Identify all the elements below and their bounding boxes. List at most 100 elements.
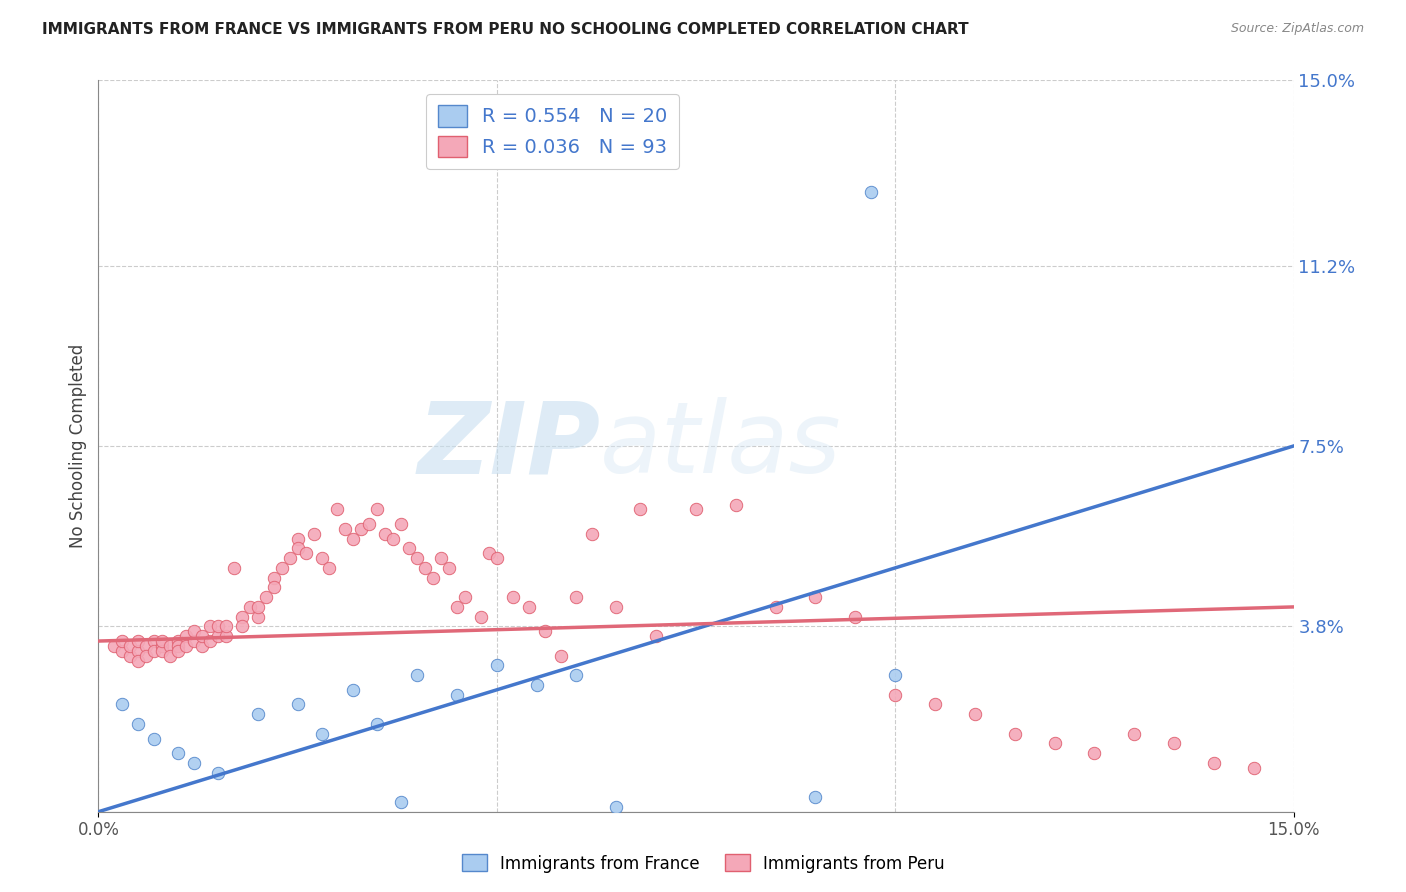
Point	[159, 639, 181, 653]
Legend: R = 0.554   N = 20, R = 0.036   N = 93: R = 0.554 N = 20, R = 0.036 N = 93	[426, 94, 679, 169]
Point	[120, 639, 142, 653]
Point	[1123, 727, 1146, 741]
Point	[143, 644, 166, 658]
Point	[159, 648, 181, 663]
Point	[526, 678, 548, 692]
Point	[413, 561, 436, 575]
Point	[374, 526, 396, 541]
Text: Source: ZipAtlas.com: Source: ZipAtlas.com	[1230, 22, 1364, 36]
Point	[605, 599, 627, 614]
Point	[1202, 756, 1225, 770]
Point	[183, 624, 205, 639]
Point	[270, 561, 292, 575]
Text: ZIP: ZIP	[418, 398, 600, 494]
Point	[844, 609, 866, 624]
Point	[150, 634, 173, 648]
Point	[430, 551, 453, 566]
Point	[287, 532, 309, 546]
Point	[311, 727, 333, 741]
Point	[127, 654, 149, 668]
Point	[294, 546, 316, 560]
Point	[1083, 746, 1105, 760]
Point	[454, 590, 477, 604]
Point	[446, 688, 468, 702]
Point	[485, 551, 508, 566]
Text: IMMIGRANTS FROM FRANCE VS IMMIGRANTS FROM PERU NO SCHOOLING COMPLETED CORRELATIO: IMMIGRANTS FROM FRANCE VS IMMIGRANTS FRO…	[42, 22, 969, 37]
Point	[135, 639, 157, 653]
Point	[111, 644, 134, 658]
Point	[302, 526, 325, 541]
Point	[167, 639, 190, 653]
Point	[724, 498, 747, 512]
Point	[215, 629, 238, 643]
Point	[485, 658, 508, 673]
Point	[103, 639, 125, 653]
Point	[231, 619, 253, 633]
Point	[350, 522, 373, 536]
Point	[246, 707, 269, 722]
Point	[963, 707, 986, 722]
Point	[765, 599, 787, 614]
Point	[222, 561, 245, 575]
Point	[150, 644, 173, 658]
Point	[191, 629, 214, 643]
Point	[517, 599, 540, 614]
Point	[263, 571, 285, 585]
Point	[1043, 736, 1066, 750]
Point	[804, 790, 827, 805]
Point	[685, 502, 707, 516]
Point	[167, 746, 190, 760]
Point	[311, 551, 333, 566]
Point	[183, 756, 205, 770]
Point	[645, 629, 668, 643]
Point	[287, 541, 309, 556]
Point	[1243, 761, 1265, 775]
Point	[884, 668, 907, 682]
Point	[246, 609, 269, 624]
Point	[231, 609, 253, 624]
Point	[207, 765, 229, 780]
Point	[143, 731, 166, 746]
Point	[198, 619, 221, 633]
Point	[533, 624, 555, 639]
Point	[278, 551, 301, 566]
Point	[406, 551, 429, 566]
Point	[287, 698, 309, 712]
Point	[565, 668, 588, 682]
Point	[191, 639, 214, 653]
Point	[470, 609, 492, 624]
Point	[342, 532, 364, 546]
Point	[804, 590, 827, 604]
Point	[335, 522, 357, 536]
Point	[120, 648, 142, 663]
Point	[111, 634, 134, 648]
Point	[143, 634, 166, 648]
Point	[239, 599, 262, 614]
Point	[502, 590, 524, 604]
Point	[422, 571, 444, 585]
Point	[215, 619, 238, 633]
Point	[135, 648, 157, 663]
Point	[167, 634, 190, 648]
Legend: Immigrants from France, Immigrants from Peru: Immigrants from France, Immigrants from …	[456, 847, 950, 880]
Point	[174, 629, 197, 643]
Point	[246, 599, 269, 614]
Point	[478, 546, 501, 560]
Point	[127, 644, 149, 658]
Point	[342, 682, 364, 697]
Y-axis label: No Schooling Completed: No Schooling Completed	[69, 344, 87, 548]
Point	[150, 639, 173, 653]
Point	[437, 561, 460, 575]
Point	[398, 541, 420, 556]
Point	[1004, 727, 1026, 741]
Point	[605, 800, 627, 814]
Text: atlas: atlas	[600, 398, 842, 494]
Point	[366, 502, 388, 516]
Point	[183, 634, 205, 648]
Point	[550, 648, 572, 663]
Point	[924, 698, 946, 712]
Point	[581, 526, 603, 541]
Point	[565, 590, 588, 604]
Point	[326, 502, 349, 516]
Point	[446, 599, 468, 614]
